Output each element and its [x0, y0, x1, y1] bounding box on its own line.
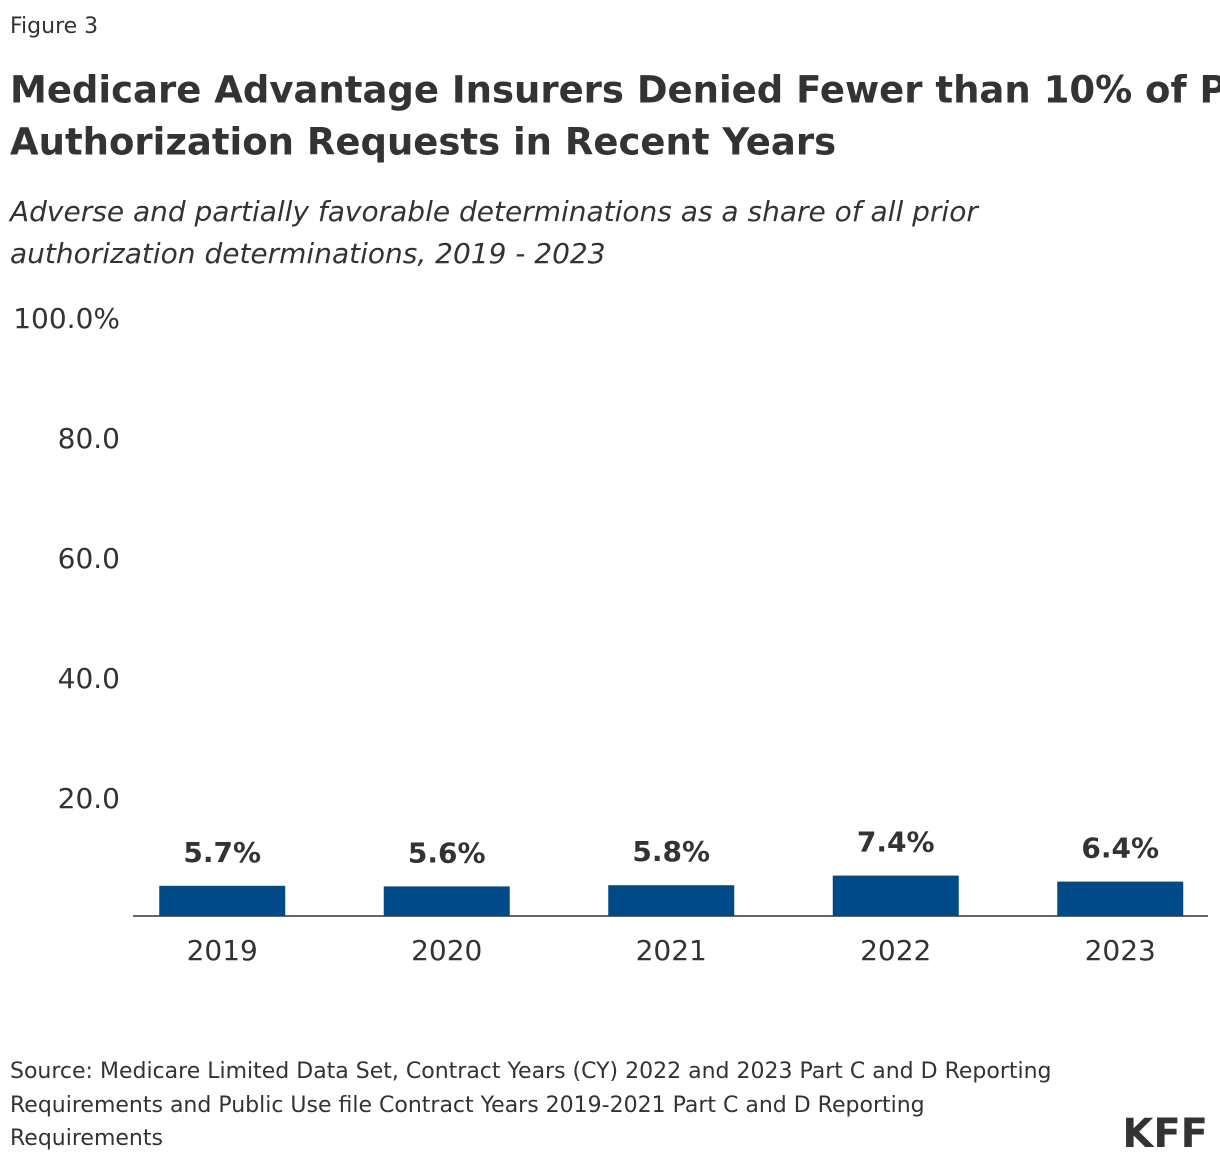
y-tick-label: 100.0%: [13, 302, 120, 335]
x-tick-label: 2021: [636, 934, 707, 967]
value-label: 5.6%: [408, 836, 486, 869]
x-tick-label: 2020: [411, 934, 482, 967]
chart-title: Authorization Requests in Recent Years: [10, 121, 836, 164]
value-label: 6.4%: [1081, 832, 1159, 865]
figure-label: Figure 3: [10, 14, 98, 39]
value-label: 7.4%: [857, 826, 935, 859]
chart-title: Medicare Advantage Insurers Denied Fewer…: [10, 69, 1220, 112]
chart-subtitle: authorization determinations, 2019 - 202…: [10, 237, 606, 270]
value-label: 5.7%: [183, 836, 261, 869]
value-label: 5.8%: [632, 835, 710, 868]
bar: [608, 885, 735, 916]
chart-subtitle: Adverse and partially favorable determin…: [8, 195, 979, 228]
source: Requirements and Public Use file Contrac…: [10, 1093, 925, 1118]
bar: [1057, 881, 1184, 916]
x-tick-label: 2022: [860, 934, 931, 967]
bar: [383, 886, 510, 916]
x-tick-label: 2023: [1085, 934, 1156, 967]
bar: [832, 875, 959, 916]
x-tick-label: 2019: [187, 934, 258, 967]
y-tick-label: 20.0: [58, 782, 120, 815]
bar: [159, 885, 286, 916]
y-tick-label: 60.0: [58, 542, 120, 575]
y-tick-label: 80.0: [58, 422, 120, 455]
logo: KFF: [1122, 1111, 1208, 1157]
source: Requirements: [10, 1126, 163, 1151]
y-tick-label: 40.0: [58, 662, 120, 695]
source: Source: Medicare Limited Data Set, Contr…: [10, 1059, 1052, 1084]
